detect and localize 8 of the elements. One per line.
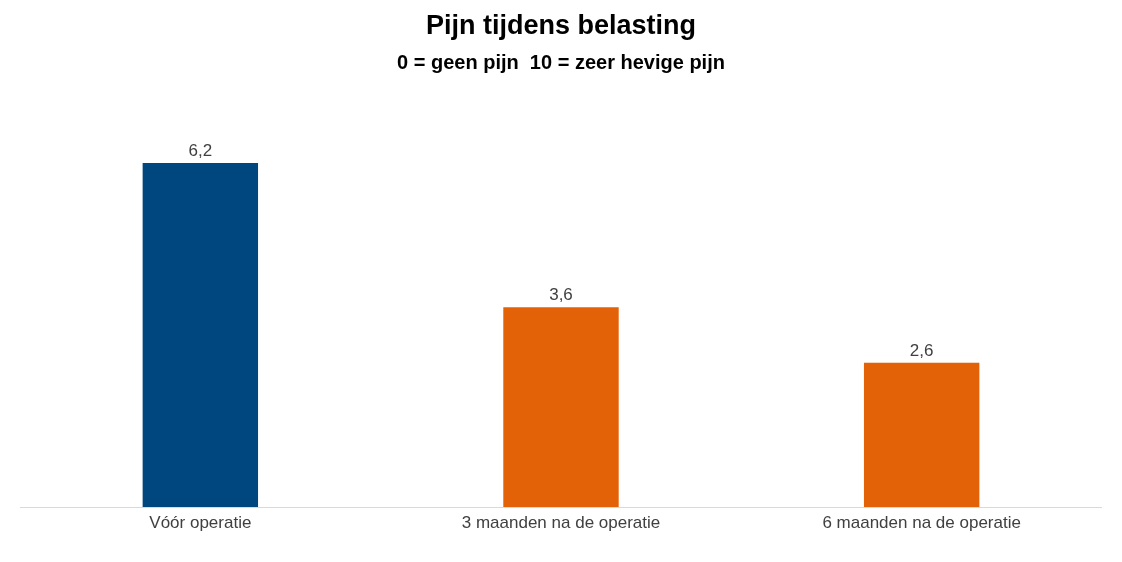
x-tick-label: 6 maanden na de operatie — [822, 513, 1021, 533]
chart-subtitle: 0 = geen pijn 10 = zeer hevige pijn — [397, 50, 725, 73]
chart-title: Pijn tijdens belasting — [425, 9, 697, 40]
data-label: 3,6 — [549, 285, 573, 305]
data-label: 6,2 — [188, 141, 213, 161]
x-tick-label: Vóór operatie — [149, 513, 252, 533]
x-tick-label: 3 maanden na de operatie — [461, 513, 661, 533]
data-label: 2,6 — [909, 340, 934, 360]
